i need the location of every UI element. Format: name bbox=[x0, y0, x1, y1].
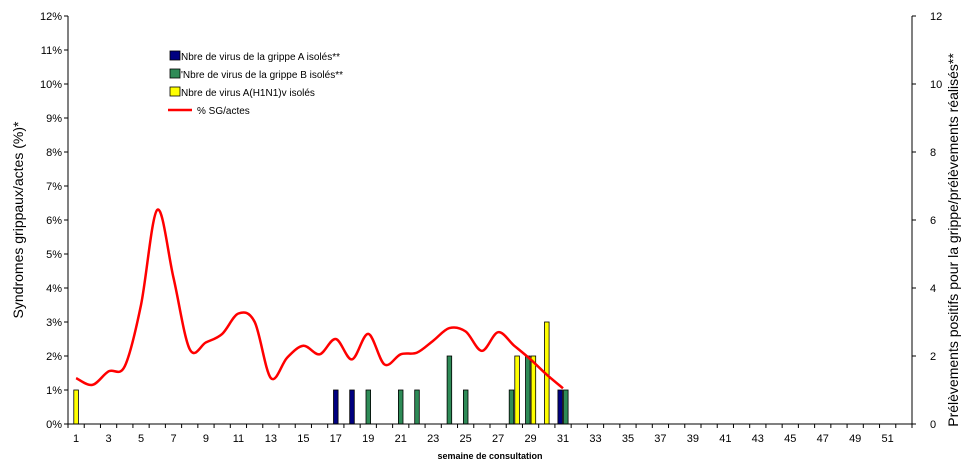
bar-s1-w22 bbox=[414, 389, 420, 425]
bar-s1-w25 bbox=[462, 389, 469, 425]
legend: Nbre de virus de la grippe A isolés** 'Nb… bbox=[168, 50, 343, 117]
bar-s0-w31 bbox=[557, 389, 563, 425]
y-right-tick-label: 8 bbox=[930, 147, 936, 159]
x-tick-label: 19 bbox=[362, 433, 374, 445]
y-right-tick-label: 6 bbox=[930, 215, 936, 227]
x-tick-label: 33 bbox=[589, 433, 601, 445]
y-left-tick-label: 1% bbox=[46, 385, 62, 397]
bar-s1-w28 bbox=[508, 389, 515, 425]
legend-label-3: % SG/actes bbox=[197, 106, 250, 117]
x-tick-label: 51 bbox=[882, 433, 894, 445]
x-tick-label: 9 bbox=[203, 433, 209, 445]
x-tick-label: 37 bbox=[654, 433, 666, 445]
y-left-tick-label: 4% bbox=[46, 283, 62, 295]
legend-label-2: Nbre de virus A(H1N1)v isolés bbox=[181, 88, 315, 99]
y-left-tick-label: 8% bbox=[46, 147, 62, 159]
bars-layer bbox=[73, 321, 569, 425]
y-left-tick-label: 2% bbox=[46, 351, 62, 363]
bar-s2-w29 bbox=[530, 355, 537, 425]
x-tick-label: 23 bbox=[427, 433, 439, 445]
x-tick-label: 41 bbox=[719, 433, 731, 445]
y-right-tick-label: 2 bbox=[930, 351, 936, 363]
bar-s1-w24 bbox=[446, 355, 453, 425]
x-tick-label: 15 bbox=[297, 433, 309, 445]
x-tick-label: 7 bbox=[170, 433, 176, 445]
legend-swatch-2 bbox=[169, 86, 181, 97]
y-left-tick-label: 11% bbox=[41, 45, 62, 57]
bar-s2-w1 bbox=[73, 389, 79, 425]
legend-label-1: 'Nbre de virus de la grippe B isolés** bbox=[181, 70, 343, 81]
x-tick-label: 13 bbox=[265, 433, 277, 445]
x-tick-label: 39 bbox=[687, 433, 699, 445]
line-sg-actes bbox=[75, 208, 564, 390]
line-layer bbox=[75, 208, 564, 390]
x-tick-label: 21 bbox=[395, 433, 407, 445]
x-tick-label: 27 bbox=[492, 433, 504, 445]
y-right-tick-label: 10 bbox=[930, 79, 942, 91]
y-left-tick-label: 9% bbox=[46, 113, 62, 125]
legend-swatch-0 bbox=[169, 50, 181, 61]
bar-s2-w28 bbox=[514, 355, 520, 425]
y-right-tick-label: 4 bbox=[930, 283, 936, 295]
legend-swatch-1 bbox=[169, 68, 181, 79]
x-tick-label: 1 bbox=[73, 433, 79, 445]
legend-label-0: Nbre de virus de la grippe A isolés** bbox=[181, 52, 340, 63]
x-tick-label: 25 bbox=[460, 433, 472, 445]
bar-s0-w18 bbox=[349, 389, 355, 425]
y-left-tick-label: 5% bbox=[46, 249, 62, 261]
y-left-axis-title: Syndromes grippaux/actes (%)* bbox=[10, 121, 26, 318]
bar-s1-w29 bbox=[525, 355, 531, 425]
bar-s1-w19 bbox=[365, 389, 371, 425]
x-tick-label: 3 bbox=[106, 433, 112, 445]
y-right-tick-label: 0 bbox=[930, 419, 936, 431]
x-tick-label: 49 bbox=[849, 433, 861, 445]
bar-s1-w31 bbox=[563, 389, 569, 425]
y-left-tick-label: 7% bbox=[46, 181, 62, 193]
y-right-axis-title: Prélèvements positifs pour la grippe/pré… bbox=[945, 53, 961, 427]
x-tick-label: 43 bbox=[752, 433, 764, 445]
x-tick-label: 29 bbox=[524, 433, 536, 445]
x-tick-label: 35 bbox=[622, 433, 634, 445]
x-tick-label: 47 bbox=[817, 433, 829, 445]
x-tick-label: 31 bbox=[557, 433, 569, 445]
y-left-tick-label: 6% bbox=[46, 215, 62, 227]
x-tick-label: 45 bbox=[784, 433, 796, 445]
bar-s0-w17 bbox=[333, 389, 339, 425]
y-left-tick-label: 10% bbox=[40, 79, 62, 91]
x-tick-label: 17 bbox=[330, 433, 342, 445]
x-tick-label: 11 bbox=[233, 433, 244, 445]
y-left-tick-label: 12% bbox=[40, 11, 62, 23]
y-left-tick-label: 3% bbox=[46, 317, 62, 329]
x-tick-label: 5 bbox=[138, 433, 144, 445]
y-left-tick-label: 0% bbox=[46, 419, 62, 431]
y-right-tick-label: 12 bbox=[930, 11, 942, 23]
bar-s1-w21 bbox=[397, 389, 404, 425]
x-axis-title: semaine de consultation bbox=[437, 451, 542, 461]
